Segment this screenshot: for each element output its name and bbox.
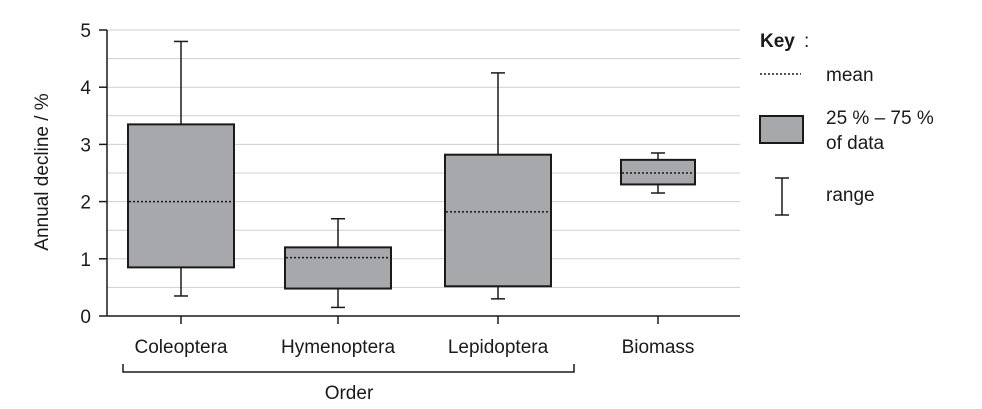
x-category-label: Lepidoptera (448, 337, 549, 358)
box-iqr (284, 246, 392, 290)
box-iqr (620, 158, 696, 186)
box-iqr (444, 153, 552, 288)
key-box-label-line2: of data (826, 133, 885, 154)
y-axis-title: Annual decline / % (32, 93, 53, 250)
order-group-label: Order (325, 383, 374, 404)
y-tick-label: 0 (80, 307, 91, 328)
x-category-label: Biomass (622, 337, 695, 358)
key-box-swatch (759, 115, 804, 144)
key-title: Key (760, 31, 795, 52)
y-tick-label: 2 (80, 193, 91, 214)
key-mean-label: mean (826, 65, 874, 86)
x-axis: Coleoptera Hymenoptera Lepidoptera Biomass O… (107, 315, 740, 404)
y-tick-label: 5 (80, 21, 91, 42)
legend-key: Key: mean 25 % – 75 % of data range (759, 31, 934, 216)
box-iqr (127, 123, 235, 269)
x-category-label: Coleoptera (135, 337, 228, 358)
key-range-label: range (826, 185, 875, 206)
y-axis: 0 1 2 3 4 5 (80, 21, 108, 328)
key-box-label-line1: 25 % – 75 % (826, 108, 934, 129)
key-title-colon: : (804, 31, 809, 52)
box-series (127, 40, 696, 309)
order-bracket (122, 364, 575, 373)
x-category-label: Hymenoptera (281, 337, 395, 358)
y-tick-label: 1 (80, 250, 91, 271)
y-tick-label: 4 (80, 78, 91, 99)
y-tick-label: 3 (80, 135, 91, 156)
